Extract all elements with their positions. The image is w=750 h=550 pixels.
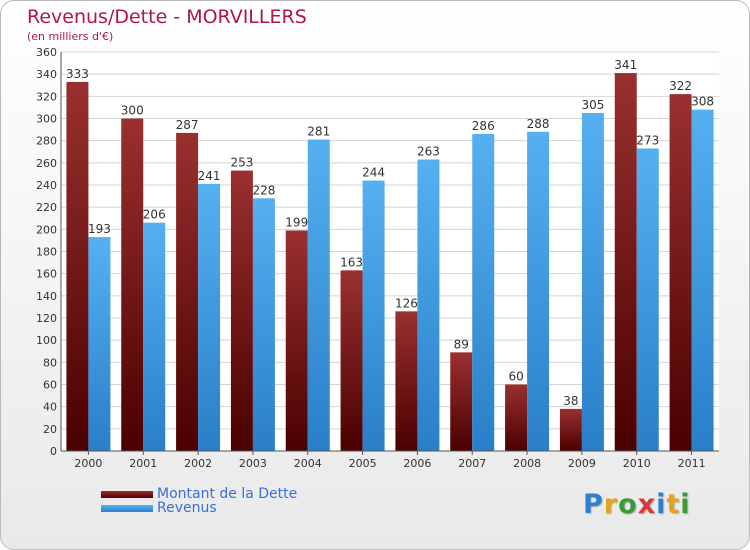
bar-dette bbox=[669, 94, 692, 451]
data-label-revenus: 206 bbox=[143, 208, 166, 222]
data-label-revenus: 228 bbox=[252, 183, 275, 197]
x-tick-label: 2010 bbox=[623, 457, 651, 470]
data-label-dette: 89 bbox=[454, 337, 469, 351]
bar-revenus bbox=[143, 222, 166, 451]
y-tick-label: 360 bbox=[36, 46, 57, 59]
data-label-dette: 60 bbox=[508, 370, 523, 384]
data-label-dette: 126 bbox=[395, 296, 418, 310]
y-tick-label: 340 bbox=[36, 68, 57, 81]
data-label-revenus: 193 bbox=[88, 222, 111, 236]
legend-item-dette: Montant de la Dette bbox=[101, 486, 298, 502]
y-tick-label: 140 bbox=[36, 290, 57, 303]
data-label-revenus: 308 bbox=[691, 95, 714, 109]
y-tick-label: 320 bbox=[36, 90, 57, 103]
y-tick-label: 100 bbox=[36, 334, 57, 347]
y-tick-label: 200 bbox=[36, 223, 57, 236]
proxiti-logo: Proxiti bbox=[583, 489, 691, 520]
y-tick-label: 260 bbox=[36, 157, 57, 170]
bar-dette bbox=[395, 311, 418, 451]
logo-letter: o bbox=[618, 489, 638, 520]
logo-letter: t bbox=[666, 489, 681, 520]
x-tick-label: 2003 bbox=[239, 457, 267, 470]
bar-revenus bbox=[527, 131, 550, 452]
y-tick-label: 40 bbox=[43, 401, 57, 414]
bar-revenus bbox=[417, 159, 440, 451]
y-tick-label: 300 bbox=[36, 113, 57, 126]
x-tick-label: 2002 bbox=[184, 457, 212, 470]
bar-dette bbox=[230, 170, 253, 451]
x-tick-label: 2006 bbox=[403, 457, 431, 470]
x-tick-label: 2007 bbox=[458, 457, 486, 470]
data-label-revenus: 244 bbox=[362, 166, 385, 180]
bar-revenus bbox=[362, 180, 385, 452]
y-tick-label: 180 bbox=[36, 246, 57, 259]
data-label-dette: 163 bbox=[340, 255, 363, 269]
legend-item-revenus: Revenus bbox=[101, 500, 297, 516]
bar-dette bbox=[121, 118, 144, 451]
data-label-revenus: 241 bbox=[198, 169, 221, 183]
y-tick-label: 240 bbox=[36, 179, 57, 192]
y-tick-label: 280 bbox=[36, 135, 57, 148]
bar-revenus bbox=[691, 109, 714, 451]
logo-letter: r bbox=[603, 489, 619, 520]
y-tick-label: 120 bbox=[36, 312, 57, 325]
bar-revenus bbox=[88, 237, 111, 451]
data-label-revenus: 281 bbox=[307, 125, 330, 139]
bar-revenus bbox=[307, 139, 330, 451]
bar-dette bbox=[614, 73, 637, 451]
legend-label-revenus: Revenus bbox=[157, 500, 217, 516]
bar-revenus bbox=[581, 112, 604, 451]
bar-dette bbox=[285, 230, 308, 451]
logo-letter: i bbox=[656, 489, 667, 520]
legend-label-dette: Montant de la Dette bbox=[157, 486, 298, 502]
y-tick-label: 220 bbox=[36, 201, 57, 214]
y-tick-label: 160 bbox=[36, 268, 57, 281]
legend-swatch-dette bbox=[101, 490, 153, 498]
data-label-revenus: 263 bbox=[417, 145, 440, 159]
x-tick-label: 2005 bbox=[349, 457, 377, 470]
data-label-revenus: 305 bbox=[581, 98, 604, 112]
logo-letter: P bbox=[583, 489, 604, 520]
x-tick-label: 2001 bbox=[129, 457, 157, 470]
bar-revenus bbox=[198, 183, 221, 451]
bar-revenus bbox=[252, 198, 275, 451]
bar-dette bbox=[176, 132, 199, 452]
data-label-dette: 253 bbox=[230, 156, 253, 170]
bar-dette bbox=[66, 81, 89, 452]
data-label-dette: 341 bbox=[614, 58, 637, 72]
data-label-dette: 38 bbox=[563, 394, 578, 408]
data-label-dette: 287 bbox=[176, 118, 199, 132]
data-label-dette: 322 bbox=[669, 79, 692, 93]
bar-dette bbox=[559, 408, 582, 451]
bar-revenus bbox=[636, 148, 659, 452]
x-tick-label: 2011 bbox=[678, 457, 706, 470]
x-tick-label: 2000 bbox=[74, 457, 102, 470]
y-tick-label: 80 bbox=[43, 356, 57, 369]
x-tick-label: 2009 bbox=[568, 457, 596, 470]
bar-revenus bbox=[472, 134, 495, 451]
data-label-dette: 333 bbox=[66, 67, 89, 81]
x-tick-label: 2004 bbox=[294, 457, 322, 470]
y-tick-label: 20 bbox=[43, 423, 57, 436]
legend-swatch-revenus bbox=[101, 504, 153, 512]
chart-title: Revenus/Dette - MORVILLERS bbox=[27, 6, 307, 28]
bar-dette bbox=[340, 270, 363, 451]
logo-letter: i bbox=[680, 489, 691, 520]
data-label-revenus: 288 bbox=[527, 117, 550, 131]
bar-dette bbox=[450, 352, 473, 451]
x-tick-label: 2008 bbox=[513, 457, 541, 470]
bar-dette bbox=[505, 384, 528, 451]
y-tick-label: 0 bbox=[50, 445, 57, 458]
data-label-revenus: 286 bbox=[472, 119, 495, 133]
chart-legend: Montant de la Dette Revenus bbox=[101, 486, 298, 516]
data-label-dette: 199 bbox=[285, 215, 308, 229]
logo-letter: x bbox=[637, 489, 657, 520]
chart-subtitle: (en milliers d'€) bbox=[27, 30, 114, 43]
y-tick-label: 60 bbox=[43, 379, 57, 392]
data-label-dette: 300 bbox=[121, 104, 144, 118]
data-label-revenus: 273 bbox=[636, 133, 659, 147]
